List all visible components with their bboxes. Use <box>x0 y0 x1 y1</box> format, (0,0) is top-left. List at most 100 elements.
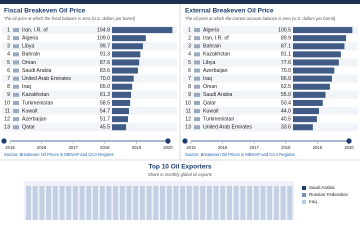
country: United Arab Emirates <box>22 76 71 82</box>
bar <box>293 124 313 131</box>
bar <box>112 43 143 50</box>
area-column <box>173 186 179 220</box>
flag <box>194 28 200 33</box>
rank: 3 <box>7 44 10 50</box>
bar <box>112 59 140 66</box>
rank: 7 <box>188 76 191 82</box>
country: Oman <box>203 84 217 90</box>
row-bg <box>183 42 358 51</box>
rank: 5 <box>7 60 10 66</box>
bar <box>112 67 138 74</box>
country: United Arab Emirates <box>203 125 252 131</box>
flag <box>13 92 19 97</box>
flag <box>194 36 200 41</box>
row-bg <box>2 107 177 116</box>
timeline-label: 2015 <box>186 145 196 150</box>
country: Iraq <box>203 76 212 82</box>
row-bg <box>2 123 177 132</box>
area-column <box>46 186 52 220</box>
rank: 6 <box>7 68 10 74</box>
legend-swatch <box>302 193 306 197</box>
panel-subtitle: The oil price at which the current accou… <box>185 16 336 21</box>
area-column <box>79 186 85 220</box>
panel-subtitle: The oil price at which the fiscal balanc… <box>4 16 136 21</box>
value-label: 50.4 <box>281 100 291 106</box>
timeline-label: 2015 <box>5 145 15 150</box>
flag <box>13 68 19 73</box>
flag <box>194 44 200 49</box>
flag <box>13 100 19 105</box>
bar <box>112 124 127 131</box>
value-label: 89.9 <box>281 36 291 42</box>
area-column <box>267 186 273 220</box>
row-bg <box>2 58 177 67</box>
bar <box>112 116 129 123</box>
row-bg <box>183 74 358 83</box>
rank: 8 <box>7 84 10 90</box>
timeline-label: 2019 <box>313 145 323 150</box>
country: Turkmenistan <box>22 100 53 106</box>
area-column <box>240 186 246 220</box>
play-button[interactable] <box>182 138 188 144</box>
country: Kuwait <box>203 108 219 114</box>
area-column <box>200 186 206 220</box>
value-label: 61.3 <box>100 92 110 98</box>
row-bg <box>183 90 358 99</box>
timeline-label: 2016 <box>37 145 47 150</box>
source-link[interactable]: Source: Breakeven Oil Prices in MENAP an… <box>185 152 295 157</box>
value-label: 51.7 <box>100 117 110 123</box>
bar <box>112 75 134 82</box>
area-column <box>220 186 226 220</box>
rank: 7 <box>7 76 10 82</box>
area-column <box>93 186 98 220</box>
legend-label: Iraq <box>309 199 317 204</box>
row-bg <box>2 74 177 83</box>
country: Algeria <box>22 36 38 42</box>
timeline-label: 2017 <box>69 145 79 150</box>
timeline-handle[interactable] <box>165 138 171 144</box>
rank: 1 <box>188 27 191 33</box>
value-label: 55.0 <box>281 92 291 98</box>
area-column <box>186 186 192 220</box>
area-column <box>119 186 125 220</box>
bar <box>112 91 132 98</box>
area-column <box>146 186 152 220</box>
rank: 12 <box>185 117 191 123</box>
flag <box>13 125 19 130</box>
country: Bahrain <box>22 52 40 58</box>
flag <box>194 117 200 122</box>
bar <box>293 99 323 106</box>
area-column <box>247 186 253 220</box>
rank: 10 <box>185 100 191 106</box>
play-button[interactable] <box>1 138 7 144</box>
area-column <box>113 186 119 220</box>
country: Saudi Arabia <box>22 68 52 74</box>
source-link[interactable]: Source: Breakeven Oil Prices in MENAP an… <box>4 152 114 157</box>
area-column <box>72 186 78 220</box>
country: Bahrain <box>203 44 221 50</box>
rank: 13 <box>4 125 10 131</box>
top-bar <box>0 0 360 4</box>
area-column <box>287 186 293 220</box>
flag <box>194 92 200 97</box>
area-column <box>160 186 165 220</box>
area-column <box>126 186 132 220</box>
area-column <box>52 186 58 220</box>
value-label: 87.1 <box>281 44 291 50</box>
country: Libya <box>203 60 216 66</box>
value-label: 194.8 <box>97 27 110 33</box>
value-label: 45.5 <box>100 125 110 131</box>
country: Kuwait <box>22 108 38 114</box>
panel-subtitle: Share in monthly global oil exports <box>148 172 213 177</box>
rank: 9 <box>188 92 191 98</box>
timeline-handle[interactable] <box>346 138 352 144</box>
area-column <box>59 186 65 220</box>
rank: 1 <box>7 27 10 33</box>
value-label: 58.5 <box>100 100 110 106</box>
flag <box>194 84 200 89</box>
country: Iran, I.R. of <box>22 27 48 33</box>
flag <box>13 60 19 65</box>
area-column <box>32 186 38 220</box>
rank: 6 <box>188 68 191 74</box>
